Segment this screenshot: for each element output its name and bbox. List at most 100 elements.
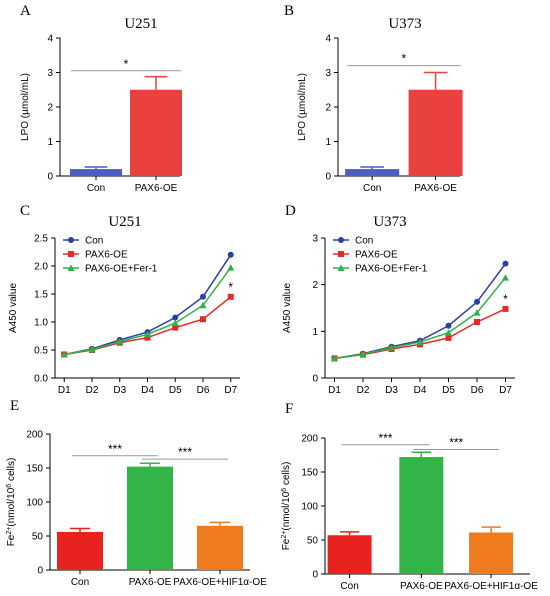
- y-tick-label: 0: [312, 374, 318, 385]
- data-point: [199, 301, 207, 309]
- x-tick-label: PAX6-OE: [400, 581, 443, 592]
- bar: [130, 89, 182, 176]
- data-point: [200, 316, 206, 323]
- chart-title: U373: [373, 214, 406, 230]
- series-line: [64, 296, 232, 356]
- legend-label: PAX6-OE: [355, 250, 398, 261]
- y-tick-label: 2: [325, 103, 331, 114]
- data-point: [172, 324, 179, 331]
- data-point: [502, 274, 509, 281]
- data-point: [474, 298, 480, 305]
- y-tick-label: 4: [325, 34, 331, 45]
- panel-b: B U373 LPO (µmol/mL) 0 1 2 3 4 Con PAX6-OE *: [284, 3, 463, 194]
- bar: [345, 169, 400, 176]
- data-point: [502, 260, 509, 267]
- chart-title: U251: [124, 16, 157, 32]
- x-tick-label: D3: [385, 385, 398, 396]
- y-axis-label: LPO (µmol/mL): [297, 73, 308, 141]
- y-tick-label: 50: [32, 532, 44, 543]
- panel-letter: F: [285, 401, 293, 417]
- y-tick-label: 4: [47, 34, 53, 45]
- legend-marker: [68, 251, 74, 257]
- fe-symbol: Fe: [6, 534, 17, 546]
- y-tick-label: 200: [26, 430, 43, 441]
- unit-text: (nmol/10: [6, 487, 17, 526]
- x-tick-label: Con: [71, 577, 89, 588]
- x-tick-label: D7: [224, 385, 237, 396]
- bar: [70, 169, 122, 176]
- unit-tail: cells): [281, 462, 292, 488]
- y-tick-label: 0.0: [34, 374, 48, 385]
- y-axis-label: LPO (µmol/mL): [20, 73, 31, 141]
- x-tick-label: D5: [442, 385, 455, 396]
- y-axis-label: A450 value: [282, 283, 293, 333]
- data-point: [331, 354, 338, 362]
- bar: [399, 457, 444, 574]
- legend-label: PAX6-OE+Fer-1: [85, 264, 158, 275]
- y-tick-label: 0: [325, 172, 331, 183]
- y-tick-label: 100: [301, 502, 318, 513]
- x-tick-label: Con: [340, 581, 358, 592]
- bar: [127, 466, 173, 570]
- exponent-superscript: 6: [281, 488, 288, 492]
- legend-label: PAX6-OE: [85, 250, 128, 261]
- legend-marker: [338, 237, 344, 243]
- significance-marker: *: [228, 280, 233, 294]
- y-tick-label: 2.5: [34, 234, 48, 245]
- data-point: [227, 251, 234, 258]
- data-point: [144, 330, 151, 338]
- panel-a: A U251 LPO (µmol/mL) 0 1 2 3 4 Con PAX6-OE *: [20, 3, 182, 194]
- x-tick-label: PAX6-OE: [414, 183, 457, 194]
- y-tick-label: 0: [37, 566, 43, 577]
- data-point: [116, 338, 124, 345]
- data-point: [502, 305, 509, 312]
- x-tick-label: PAX6-OE: [135, 183, 178, 194]
- y-tick-label: 2: [47, 103, 53, 114]
- y-tick-label: 3: [325, 68, 331, 79]
- y-tick-label: 1: [47, 137, 53, 148]
- data-point: [473, 309, 481, 316]
- y-tick-label: 100: [26, 498, 43, 509]
- y-tick-label: 1.5: [34, 290, 48, 301]
- panel-e: E Fe2+(nmol/106 cells) 0 50 100 150 200 Con PA…: [6, 398, 268, 588]
- panel-c: C U251 A450 value 0.0 0.5 1.0 1.5 2.0 2.5 D1 D2…: [8, 203, 240, 396]
- legend-marker: [337, 264, 345, 271]
- y-tick-label: 2.0: [34, 262, 48, 273]
- y-tick-label: 0: [312, 570, 318, 581]
- data-point: [144, 334, 151, 341]
- data-point: [172, 314, 179, 321]
- x-tick-label: D6: [471, 385, 484, 396]
- legend-marker: [338, 251, 344, 257]
- significance-marker: *: [503, 292, 508, 306]
- data-point: [445, 322, 452, 329]
- significance-marker: *: [402, 52, 407, 66]
- chart-title: U251: [108, 214, 141, 230]
- y-tick-label: 200: [301, 434, 318, 445]
- y-tick-label: 0.5: [34, 346, 48, 357]
- panel-letter: C: [20, 203, 30, 219]
- chart-title: U373: [388, 16, 421, 32]
- y-tick-label: 150: [26, 464, 43, 475]
- bar: [197, 525, 243, 570]
- panel-letter: B: [284, 3, 294, 19]
- significance-marker: ***: [449, 436, 463, 450]
- unit-tail: cells): [6, 458, 17, 484]
- bar: [469, 532, 514, 574]
- x-tick-label: D2: [357, 385, 370, 396]
- x-tick-label: D3: [113, 385, 126, 396]
- significance-marker: ***: [378, 431, 392, 445]
- data-point: [445, 334, 452, 341]
- legend-marker: [67, 264, 75, 271]
- data-point: [200, 293, 206, 300]
- panel-letter: D: [285, 203, 296, 219]
- x-tick-label: D5: [169, 385, 182, 396]
- significance-marker: ***: [178, 445, 192, 459]
- data-point: [88, 345, 96, 353]
- series-line: [334, 308, 506, 360]
- data-point: [359, 350, 367, 358]
- panel-letter: E: [10, 398, 19, 414]
- bar: [408, 89, 463, 176]
- data-point: [416, 338, 424, 346]
- y-axis-label: Fe2+(nmol/106 cells): [281, 462, 293, 551]
- panel-f: F Fe2+(nmol/106 cells) 0 50 100 150 200 Con PA…: [281, 401, 539, 592]
